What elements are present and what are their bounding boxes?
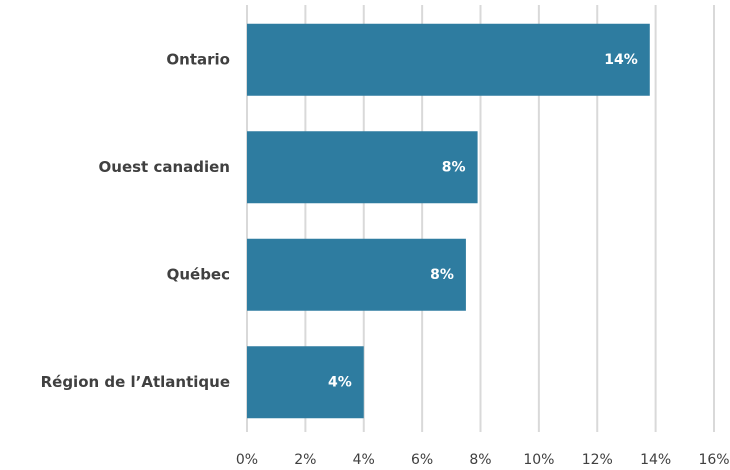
x-tick-label: 4% bbox=[353, 452, 375, 468]
x-tick-label: 6% bbox=[411, 452, 433, 468]
value-label: 8% bbox=[442, 159, 466, 175]
x-tick-label: 10% bbox=[523, 452, 554, 468]
bar bbox=[247, 346, 364, 419]
value-label: 14% bbox=[604, 52, 638, 68]
x-tick-label: 14% bbox=[640, 452, 671, 468]
x-tick-label: 8% bbox=[469, 452, 491, 468]
value-label: 8% bbox=[430, 267, 454, 283]
category-label: Ouest canadien bbox=[99, 158, 230, 176]
bar bbox=[247, 131, 478, 204]
bar bbox=[247, 238, 466, 311]
x-tick-label: 2% bbox=[294, 452, 316, 468]
value-label: 4% bbox=[328, 374, 352, 390]
bar bbox=[247, 23, 650, 96]
x-tick-label: 16% bbox=[698, 452, 729, 468]
category-label: Région de l’Atlantique bbox=[41, 373, 230, 391]
x-tick-label: 0% bbox=[236, 452, 258, 468]
category-label: Québec bbox=[167, 265, 230, 283]
x-tick-label: 12% bbox=[582, 452, 613, 468]
category-label: Ontario bbox=[166, 50, 230, 68]
